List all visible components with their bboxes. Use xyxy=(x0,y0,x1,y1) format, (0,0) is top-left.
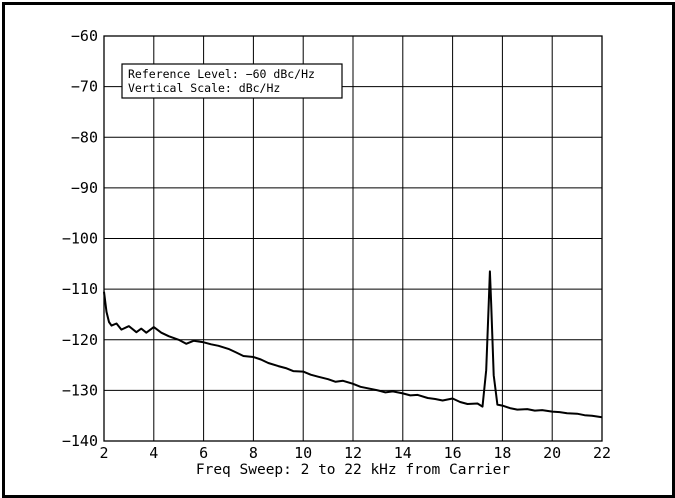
x-tick-label-8: 18 xyxy=(493,444,511,462)
spectrum-trace-line xyxy=(103,270,603,419)
x-tick-label-6: 14 xyxy=(394,444,412,462)
annotation-reference-level: Reference Level: −60 dBc/Hz xyxy=(128,67,315,81)
y-tick-label-0: −60 xyxy=(71,27,98,45)
y-tick-label-7: −130 xyxy=(62,381,98,399)
x-tick-label-1: 4 xyxy=(149,444,158,462)
x-tick-label-0: 2 xyxy=(99,444,108,462)
annotation-vertical-scale: Vertical Scale: dBc/Hz xyxy=(128,81,280,95)
x-tick-label-2: 6 xyxy=(199,444,208,462)
x-tick-label-5: 12 xyxy=(344,444,362,462)
y-tick-labels: −60 −70 −80 −90 −100 −110 −120 −130 −140 xyxy=(62,27,98,450)
y-tick-label-6: −120 xyxy=(62,331,98,349)
x-tick-label-7: 16 xyxy=(444,444,462,462)
y-tick-label-8: −140 xyxy=(62,432,98,450)
x-tick-label-4: 10 xyxy=(294,444,312,462)
annotation-box xyxy=(121,63,343,99)
y-tick-label-2: −80 xyxy=(71,128,98,146)
y-tick-label-1: −70 xyxy=(71,78,98,96)
x-tick-label-10: 22 xyxy=(593,444,611,462)
x-axis-label: Freq Sweep: 2 to 22 kHz from Carrier xyxy=(196,462,511,478)
y-tick-label-3: −90 xyxy=(71,179,98,197)
y-tick-label-4: −100 xyxy=(62,230,98,248)
x-tick-label-3: 8 xyxy=(249,444,258,462)
x-tick-labels: 2 4 6 8 10 12 14 16 18 20 22 xyxy=(99,444,611,462)
plot-area-border xyxy=(103,35,603,442)
y-tick-label-5: −110 xyxy=(62,280,98,298)
x-tick-label-9: 20 xyxy=(543,444,561,462)
reference-level-annotation: Reference Level: −60 dBc/Hz Vertical Sca… xyxy=(121,63,343,99)
